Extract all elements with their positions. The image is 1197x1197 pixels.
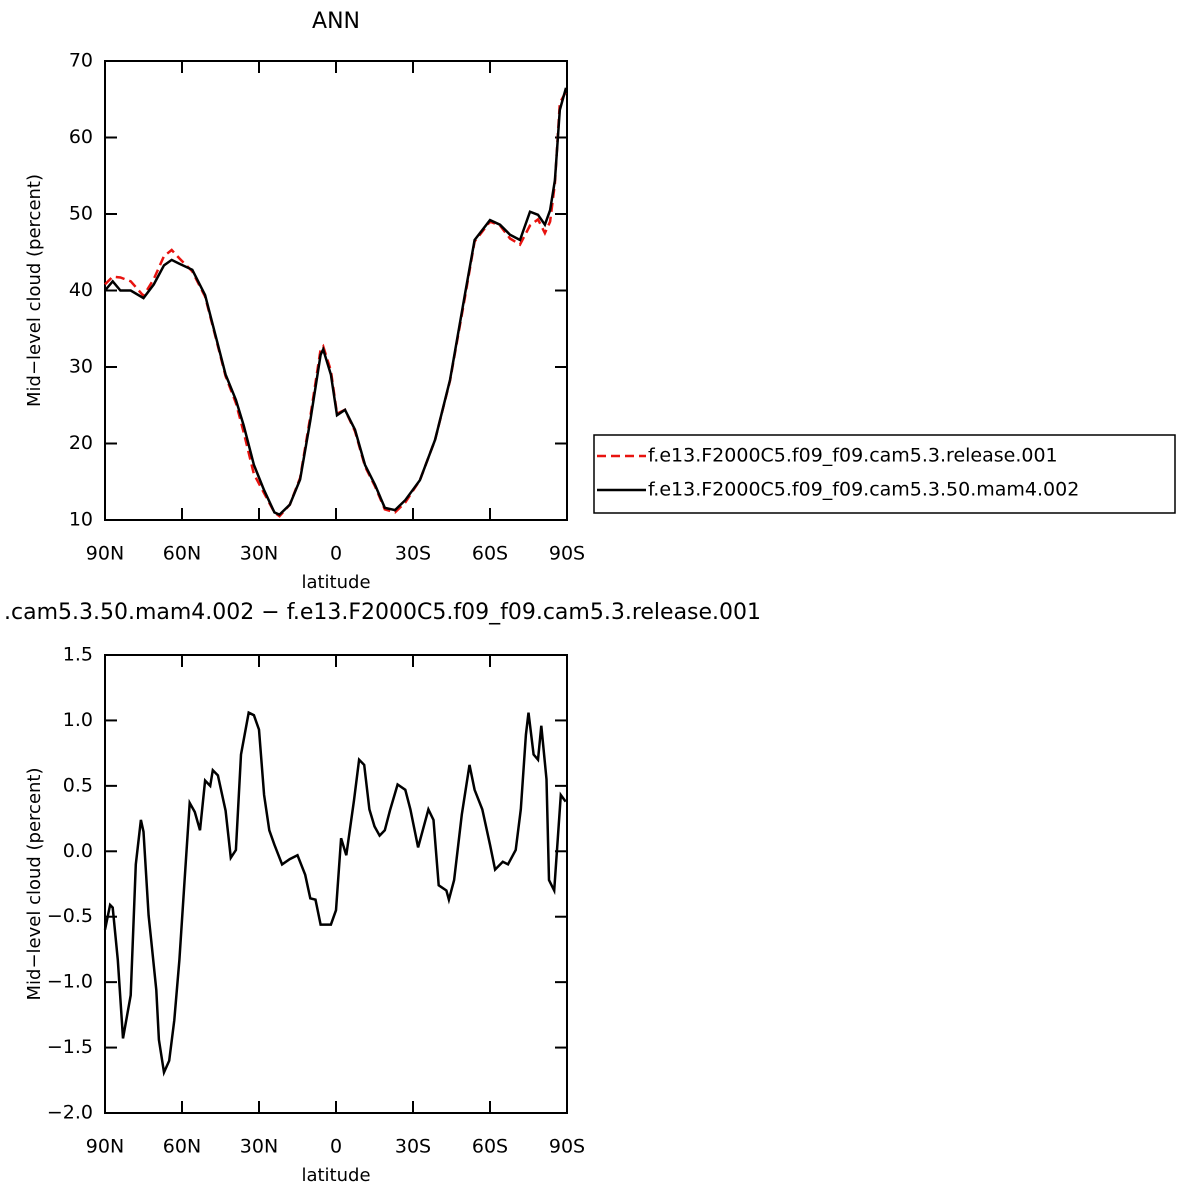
y-tick-label: −1.0 — [47, 971, 93, 993]
x-tick-label: 30S — [395, 543, 431, 565]
x-tick-label: 30N — [240, 1136, 278, 1158]
y-tick-label: 0.5 — [63, 774, 93, 796]
y-tick-label: 50 — [69, 203, 93, 225]
x-tick-label: 60N — [163, 543, 201, 565]
y-tick-label: 20 — [69, 432, 93, 454]
chart-title: ANN — [312, 9, 360, 34]
y-label-clip: Mid−level cloud (percent) — [24, 767, 45, 1000]
data-line — [103, 710, 567, 1077]
y-tick-label: 0.0 — [63, 840, 93, 862]
x-tick-label: 60N — [163, 1136, 201, 1158]
legend-box — [593, 434, 1176, 514]
x-tick-label: 60S — [472, 1136, 508, 1158]
y-tick-label: 10 — [69, 509, 93, 531]
legend-label: f.e13.F2000C5.f09_f09.cam5.3.release.001 — [648, 445, 1058, 467]
x-tick-label: 90N — [86, 543, 124, 565]
x-tick-label: 0 — [330, 1136, 342, 1158]
y-tick-label: 60 — [69, 126, 93, 148]
x-tick-label: 30S — [395, 1136, 431, 1158]
y-tick-label: 40 — [69, 279, 93, 301]
chart-title: .cam5.3.50.mam4.002 − f.e13.F2000C5.f09_… — [4, 600, 761, 625]
x-tick-label: 90S — [549, 1136, 585, 1158]
x-axis-label: latitude — [301, 1165, 370, 1186]
x-tick-label: 60S — [472, 543, 508, 565]
y-tick-label: 1.0 — [63, 709, 93, 731]
y-tick-label: −2.0 — [47, 1102, 93, 1124]
x-tick-label: 30N — [240, 543, 278, 565]
data-line — [104, 91, 568, 518]
x-tick-label: 90N — [86, 1136, 124, 1158]
y-tick-label: 30 — [69, 356, 93, 378]
y-tick-label: −1.5 — [47, 1036, 93, 1058]
y-tick-label: −0.5 — [47, 905, 93, 927]
data-line — [104, 87, 568, 517]
x-tick-label: 90S — [549, 543, 585, 565]
legend-label: f.e13.F2000C5.f09_f09.cam5.3.50.mam4.002 — [648, 479, 1079, 501]
y-axis-label: Mid−level cloud (percent) — [24, 767, 45, 1000]
y-tick-label: 1.5 — [63, 644, 93, 666]
y-axis-label: Mid−level cloud (percent) — [24, 174, 45, 407]
x-tick-label: 0 — [330, 543, 342, 565]
x-axis-label: latitude — [301, 572, 370, 593]
y-tick-label: 70 — [69, 50, 93, 72]
